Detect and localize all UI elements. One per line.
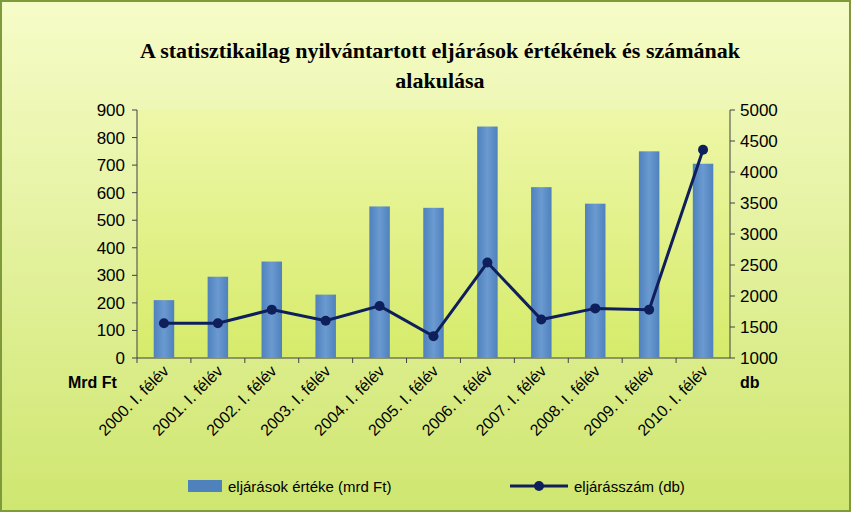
bar	[154, 300, 174, 358]
y2-tick-label: 2000	[740, 287, 778, 306]
x-tick	[676, 358, 677, 363]
bar	[693, 164, 713, 358]
y2-tick-label: 3500	[740, 194, 778, 213]
y2-tick-label: 5000	[740, 101, 778, 120]
bar	[423, 208, 443, 358]
title-line: alakulása	[395, 68, 484, 93]
legend-label: eljárásszám (db)	[574, 478, 685, 495]
x-tick	[406, 358, 407, 363]
y2-tick	[730, 265, 735, 266]
line	[164, 150, 703, 337]
legend: eljárások értéke (mrd Ft) eljárásszám (db…	[188, 478, 685, 495]
x-tick	[460, 358, 461, 363]
y-tick	[132, 302, 137, 303]
y2-tick-label: 3000	[740, 225, 778, 244]
bar	[315, 295, 335, 358]
y-tick	[132, 330, 137, 331]
marker	[267, 305, 277, 315]
data-group	[154, 127, 714, 358]
legend-swatch	[188, 480, 222, 492]
legend-marker	[534, 481, 544, 491]
y2-tick-label: 1000	[740, 349, 778, 368]
marker	[213, 318, 223, 328]
y2-tick-label: 1500	[740, 318, 778, 337]
y-tick-label: 0	[116, 349, 125, 368]
marker	[321, 316, 331, 326]
y2-tick	[730, 327, 735, 328]
title: A statisztikailag nyilvántartott eljárás…	[140, 38, 741, 93]
y2-tick-label: 4500	[740, 132, 778, 151]
x-tick	[514, 358, 515, 363]
y-tick-label: 300	[97, 266, 125, 285]
y-tick-label: 100	[97, 321, 125, 340]
y-axis	[137, 110, 138, 358]
marker	[159, 318, 169, 328]
chart: A statisztikailag nyilvántartott eljárás…	[0, 0, 851, 512]
y-tick	[132, 137, 137, 138]
y2-tick-label: 4000	[740, 163, 778, 182]
y-tick	[132, 220, 137, 221]
y-tick-label: 700	[97, 156, 125, 175]
bar	[477, 127, 497, 358]
marker	[536, 315, 546, 325]
marker	[482, 258, 492, 268]
y2-tick	[730, 234, 735, 235]
x-tick	[622, 358, 623, 363]
y-tick-label: 500	[97, 211, 125, 230]
title-line: A statisztikailag nyilvántartott eljárás…	[140, 38, 741, 63]
y2-tick	[730, 172, 735, 173]
legend-label: eljárások értéke (mrd Ft)	[228, 478, 391, 495]
y-tick	[132, 165, 137, 166]
y-tick	[132, 192, 137, 193]
y2-tick	[730, 141, 735, 142]
marker	[590, 303, 600, 313]
x-tick	[137, 358, 138, 363]
y-tick	[132, 275, 137, 276]
background	[1, 1, 850, 511]
y2-tick	[730, 203, 735, 204]
y-tick	[132, 110, 137, 111]
bar	[208, 277, 228, 358]
y-tick-label: 800	[97, 129, 125, 148]
y-tick-label: 400	[97, 239, 125, 258]
y-tick-label: 900	[97, 101, 125, 120]
marker	[429, 331, 439, 341]
bar	[639, 151, 659, 358]
y2-axis-title: db	[740, 374, 760, 391]
y2-tick	[730, 358, 735, 359]
plot-area	[137, 110, 730, 358]
y-tick	[132, 247, 137, 248]
bar	[585, 204, 605, 358]
y-tick-label: 600	[97, 184, 125, 203]
x-tick-label: 2010. I. félév	[634, 362, 711, 439]
x-tick	[244, 358, 245, 363]
bar	[531, 187, 551, 358]
marker	[375, 301, 385, 311]
y2-tick-label: 2500	[740, 256, 778, 275]
y2-tick	[730, 110, 735, 111]
x-tick	[568, 358, 569, 363]
y-tick-label: 200	[97, 294, 125, 313]
x-tick	[298, 358, 299, 363]
marker	[698, 145, 708, 155]
y2-tick	[730, 296, 735, 297]
marker	[644, 305, 654, 315]
y-axis-title: Mrd Ft	[68, 374, 118, 391]
x-tick	[190, 358, 191, 363]
y-tick	[132, 358, 137, 359]
bar	[369, 206, 389, 358]
x-tick	[352, 358, 353, 363]
